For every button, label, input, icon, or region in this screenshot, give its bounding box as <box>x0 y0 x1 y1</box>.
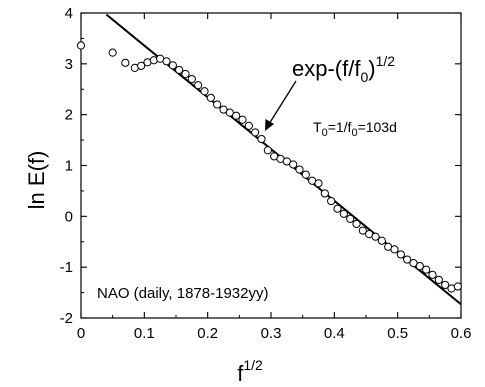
data-point <box>339 209 348 218</box>
y-tick-label: -1 <box>60 259 73 276</box>
data-point <box>428 270 437 279</box>
data-point <box>263 146 272 155</box>
period-f-sub: 0 <box>351 127 357 139</box>
x-tick-label: 0.3 <box>261 325 282 342</box>
data-point <box>314 179 323 188</box>
data-point <box>453 282 462 291</box>
formula-base: exp-(f/f <box>292 56 361 81</box>
data-point <box>327 196 336 206</box>
period-annotation: T0=1/f0=103d <box>313 119 397 139</box>
x-tick-label: 0.2 <box>197 325 218 342</box>
data-point <box>396 250 405 259</box>
y-tick-label: -2 <box>60 310 73 327</box>
y-axis-ticks: -2 -1 0 1 2 3 4 <box>60 5 461 327</box>
data-point <box>390 245 399 254</box>
period-t: T <box>313 119 322 135</box>
data-point <box>403 255 412 264</box>
formula-sup: 1/2 <box>376 53 396 69</box>
period-tail: =103d <box>358 119 397 135</box>
data-point <box>301 170 310 179</box>
data-point <box>320 189 329 198</box>
data-point <box>434 275 443 284</box>
data-point <box>200 87 209 96</box>
y-tick-label: 4 <box>65 5 73 22</box>
data-point <box>289 160 298 169</box>
dataset-note: NAO (daily, 1878-1932yy) <box>97 285 268 302</box>
data-point <box>422 265 431 274</box>
data-point <box>346 214 355 223</box>
data-point <box>238 115 247 124</box>
x-axis-title-sup: 1/2 <box>243 357 263 373</box>
data-point <box>213 100 222 109</box>
data-point <box>162 57 171 66</box>
data-point <box>168 61 177 70</box>
formula-sub: 0 <box>360 69 368 85</box>
data-point <box>194 81 203 90</box>
plot-frame <box>80 12 462 319</box>
period-t-sub: 0 <box>322 127 328 139</box>
x-tick-label: 0.4 <box>324 325 345 342</box>
data-point <box>371 232 380 241</box>
data-point <box>76 41 86 50</box>
x-tick-label: 0.6 <box>451 325 472 342</box>
formula-close: ) <box>368 56 375 81</box>
data-point <box>352 219 361 229</box>
x-tick-label: 0.1 <box>134 325 155 342</box>
data-point <box>232 111 241 120</box>
data-point <box>295 165 304 174</box>
x-tick-label: 0.5 <box>387 325 408 342</box>
data-point <box>181 69 190 79</box>
data-point <box>187 74 196 84</box>
data-point <box>257 134 266 144</box>
data-point <box>137 61 146 70</box>
data-point <box>441 280 450 290</box>
period-mid: =1/f <box>328 119 352 135</box>
data-point <box>206 93 215 102</box>
data-point <box>244 121 253 130</box>
data-point <box>175 65 184 75</box>
formula-annotation: exp-(f/f0)1/2 <box>292 53 395 85</box>
y-tick-label: 1 <box>65 158 73 175</box>
y-tick-label: 3 <box>65 56 73 73</box>
x-axis-title: f1/2 <box>237 357 263 386</box>
x-axis-title-base: f <box>237 361 244 386</box>
data-point <box>333 204 342 213</box>
y-tick-label: 2 <box>65 107 73 124</box>
data-point <box>108 48 117 57</box>
x-tick-label: 0 <box>77 325 85 342</box>
x-axis-ticks: 0 0.1 0.2 0.3 0.4 0.5 0.6 <box>77 13 472 342</box>
data-point <box>121 58 130 67</box>
plot-border <box>80 12 462 319</box>
data-points <box>76 41 462 293</box>
data-point <box>415 262 424 271</box>
data-point <box>358 226 367 235</box>
annotation-arrow <box>265 80 297 131</box>
y-tick-label: 0 <box>65 208 73 225</box>
data-point <box>251 128 260 137</box>
data-point <box>377 236 386 245</box>
y-axis-title: ln E(f) <box>24 151 49 210</box>
